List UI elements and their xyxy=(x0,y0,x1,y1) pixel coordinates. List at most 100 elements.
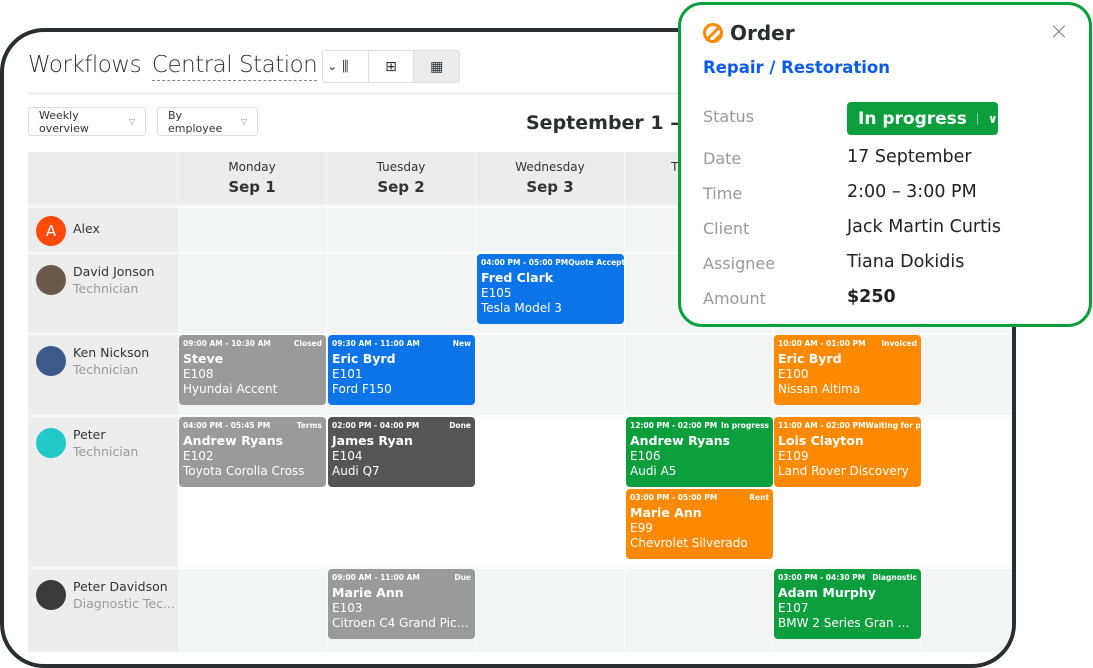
order-card[interactable]: 03:00 PM - 05:00 PM Rent Marie Ann E99 Chevr… xyxy=(626,489,773,559)
employee-row[interactable]: Peter Technician xyxy=(28,415,178,567)
order-status: Closed xyxy=(293,339,322,348)
order-vehicle: Audi Q7 xyxy=(332,464,380,478)
order-card[interactable]: 03:00 PM - 04:30 PM Diagnostic Adam Murphy… xyxy=(774,569,921,639)
order-card[interactable]: 09:00 AM - 11:00 AM Due Marie Ann E103 Citro… xyxy=(328,569,475,639)
order-code: E100 xyxy=(778,367,809,381)
employee-name: Alex xyxy=(73,221,100,236)
calendar-icon[interactable]: ▦ xyxy=(414,51,459,82)
order-client: Lois Clayton xyxy=(778,433,864,448)
employee-row[interactable]: A Alex xyxy=(28,206,178,252)
field-label: Client xyxy=(703,219,750,238)
order-code: E105 xyxy=(481,286,512,300)
order-type-link[interactable]: Repair / Restoration xyxy=(703,58,890,77)
day-name: Tuesday xyxy=(376,160,426,174)
order-client: Fred Clark xyxy=(481,270,554,285)
employee-row[interactable]: Peter Davidson Diagnostic Tec... xyxy=(28,567,178,652)
order-time: 04:00 PM - 05:00 PM xyxy=(481,258,569,267)
chevron-down-icon: ▽ xyxy=(128,117,135,126)
order-time: 12:00 PM - 02:00 PM xyxy=(630,421,718,430)
station-selector[interactable]: Central Station xyxy=(151,52,318,81)
order-code: E109 xyxy=(778,449,809,463)
field-value: $250 xyxy=(847,287,896,307)
day-date: Sep 2 xyxy=(377,178,425,196)
order-card[interactable]: 02:00 PM - 04:00 PM Done James Ryan E104 Aud… xyxy=(328,417,475,487)
row-divider xyxy=(178,252,1012,254)
field-label: Time xyxy=(703,184,743,203)
close-icon[interactable]: × xyxy=(1048,17,1069,45)
header-corner xyxy=(28,152,178,204)
divider xyxy=(28,92,1012,95)
overview-dropdown[interactable]: Weekly overview ▽ xyxy=(28,107,146,136)
view-switcher: ⫼ ⊞ ▦ xyxy=(322,50,460,83)
order-vehicle: Nissan Altima xyxy=(778,382,861,396)
order-vehicle: Toyota Corolla Cross xyxy=(183,464,305,478)
chevron-down-icon: ∨ xyxy=(987,111,998,126)
order-status: Terms xyxy=(296,421,322,430)
card-header: 03:00 PM - 05:00 PM Rent xyxy=(630,493,769,502)
field-value: Jack Martin Curtis xyxy=(847,217,1001,237)
order-vehicle: Chevrolet Silverado xyxy=(630,536,748,550)
order-card[interactable]: 09:30 AM - 11:00 AM New Eric Byrd E101 Ford … xyxy=(328,335,475,405)
row-divider xyxy=(178,206,1012,208)
card-header: 09:00 AM - 10:30 AM Closed xyxy=(183,339,322,348)
card-header: 09:00 AM - 11:00 AM Due xyxy=(332,573,471,582)
order-client: Adam Murphy xyxy=(778,585,876,600)
order-status: Diagnostic xyxy=(872,573,917,582)
order-status: In progress xyxy=(720,421,769,430)
divider xyxy=(976,112,978,125)
avatar xyxy=(36,265,66,295)
day-header: Monday Sep 1 xyxy=(178,152,327,204)
order-client: Eric Byrd xyxy=(778,351,842,366)
employee-name: Peter Davidson xyxy=(73,579,168,594)
popup-title: Order xyxy=(703,21,795,45)
order-vehicle: Ford F150 xyxy=(332,382,392,396)
table-icon[interactable]: ⊞ xyxy=(369,51,415,82)
order-time: 10:00 AM - 01:00 PM xyxy=(778,339,866,348)
chevron-down-icon: ▽ xyxy=(240,117,247,126)
order-code: E102 xyxy=(183,449,214,463)
order-card[interactable]: 12:00 PM - 02:00 PM In progress Andrew Rya… xyxy=(626,417,773,487)
avatar: A xyxy=(36,216,66,246)
card-header: 12:00 PM - 02:00 PM In progress xyxy=(630,421,769,430)
chevron-down-icon[interactable]: ⌄ xyxy=(327,58,337,73)
avatar xyxy=(36,580,66,610)
employee-row[interactable]: David Jonson Technician xyxy=(28,252,178,333)
order-popup: Order × Repair / Restoration Status In p… xyxy=(678,2,1092,327)
order-vehicle: BMW 2 Series Gran Co... xyxy=(778,616,917,630)
day-date: Sep 1 xyxy=(228,178,276,196)
order-card[interactable]: 10:00 AM - 01:00 PM Invoiced Eric Byrd E100… xyxy=(774,335,921,405)
order-code: E106 xyxy=(630,449,661,463)
day-header: Wednesday Sep 3 xyxy=(476,152,625,204)
order-client: Eric Byrd xyxy=(332,351,396,366)
field-value: 2:00 – 3:00 PM xyxy=(847,182,977,202)
overview-label: Weekly overview xyxy=(39,108,89,135)
employee-row[interactable]: Ken Nickson Technician xyxy=(28,333,178,415)
row-divider xyxy=(178,567,1012,569)
status-dropdown[interactable]: In progress ∨ xyxy=(847,102,998,135)
order-card[interactable]: 09:00 AM - 10:30 AM Closed Steve E108 Hyunda… xyxy=(179,335,326,405)
card-header: 04:00 PM - 05:45 PM Terms xyxy=(183,421,322,430)
card-header: 09:30 AM - 11:00 AM New xyxy=(332,339,471,348)
order-client: Marie Ann xyxy=(332,585,404,600)
order-vehicle: Audi A5 xyxy=(630,464,677,478)
order-code: E99 xyxy=(630,521,653,535)
order-client: Marie Ann xyxy=(630,505,702,520)
kanban-icon[interactable]: ⫼ xyxy=(323,51,369,82)
order-client: James Ryan xyxy=(332,433,413,448)
order-time: 09:30 AM - 11:00 AM xyxy=(332,339,420,348)
card-header: 02:00 PM - 04:00 PM Done xyxy=(332,421,471,430)
order-status: New xyxy=(452,339,471,348)
employee-name: David Jonson xyxy=(73,264,155,279)
field-value: Tiana Dokidis xyxy=(847,252,965,272)
order-time: 09:00 AM - 11:00 AM xyxy=(332,573,420,582)
day-name: Wednesday xyxy=(515,160,585,174)
order-card[interactable]: 04:00 PM - 05:45 PM Terms Andrew Ryans E102… xyxy=(179,417,326,487)
status-label: Status xyxy=(703,107,754,126)
order-vehicle: Citroen C4 Grand Picas... xyxy=(332,616,471,630)
grouping-dropdown[interactable]: By employee ▽ xyxy=(157,107,258,136)
order-time: 04:00 PM - 05:45 PM xyxy=(183,421,271,430)
